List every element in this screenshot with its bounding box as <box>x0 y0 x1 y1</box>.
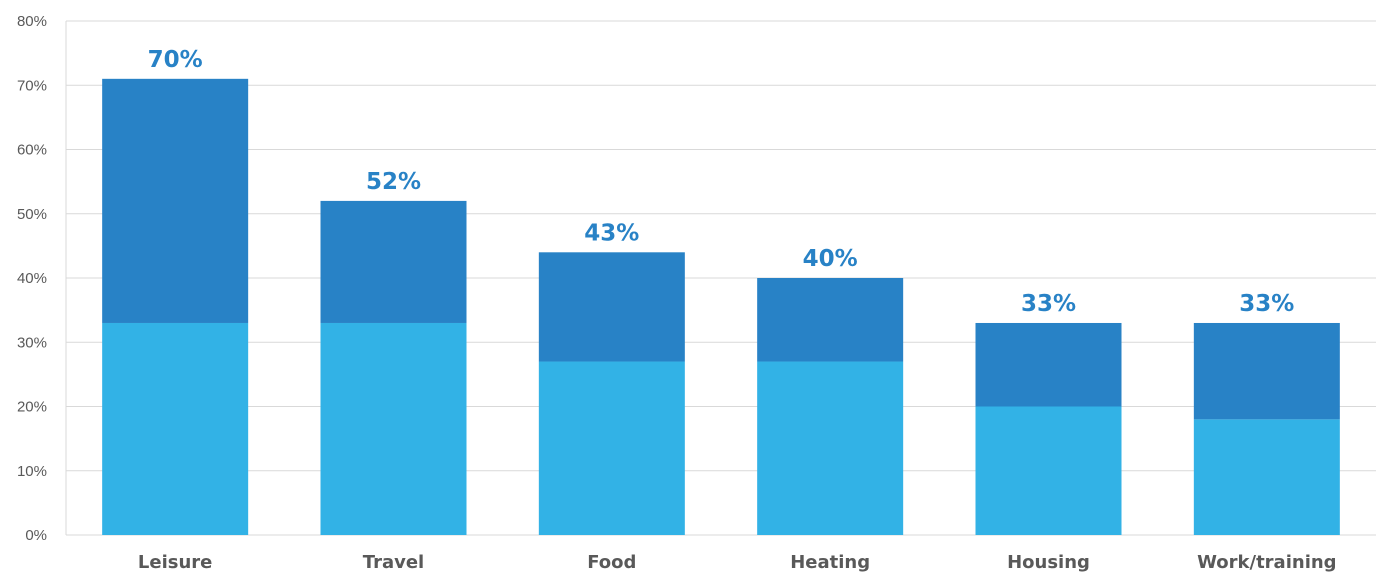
data-label: 70% <box>148 47 203 73</box>
bar-segment-1-travel <box>320 322 467 535</box>
x-tick-label: Food <box>587 552 636 573</box>
bar-segment-2-leisure <box>102 78 249 323</box>
y-tick-label: 40% <box>17 270 47 287</box>
bar-segment-1-food <box>538 361 685 535</box>
y-tick-label: 60% <box>17 142 47 159</box>
data-label: 52% <box>366 169 421 195</box>
gridlines <box>66 20 1376 536</box>
data-labels: 70% 52% 43% 40% 33% 33% <box>148 47 1295 317</box>
y-tick-label: 0% <box>25 527 47 544</box>
y-tick-label: 80% <box>17 13 47 30</box>
data-label: 33% <box>1239 291 1294 317</box>
data-label: 33% <box>1021 291 1076 317</box>
bar-segment-2-food <box>538 252 685 362</box>
x-tick-label: Travel <box>363 552 424 573</box>
y-axis: 0% 10% 20% 30% 40% 50% 60% 70% 80% <box>17 13 67 544</box>
y-tick-label: 70% <box>17 77 47 94</box>
y-tick-label: 30% <box>17 334 47 351</box>
bar-segment-2-work-training <box>1193 322 1340 420</box>
x-tick-label: Heating <box>790 552 870 573</box>
data-label: 40% <box>803 246 858 272</box>
x-tick-label: Leisure <box>138 552 212 573</box>
y-tick-label: 50% <box>17 206 47 223</box>
y-tick-label: 20% <box>17 399 47 416</box>
bar-segment-1-housing <box>975 406 1122 535</box>
x-axis: Leisure Travel Food Heating Housing Work/trai… <box>138 552 1337 573</box>
bar-segment-2-housing <box>975 322 1122 407</box>
y-tick-label: 10% <box>17 463 47 480</box>
bar-segment-1-heating <box>757 361 904 535</box>
data-label: 43% <box>584 220 639 246</box>
bars <box>102 78 1340 535</box>
bar-segment-2-travel <box>320 200 467 323</box>
x-tick-label: Work/training <box>1197 552 1336 573</box>
bar-segment-1-work-training <box>1193 419 1340 535</box>
bar-segment-1-leisure <box>102 322 249 535</box>
bar-segment-2-heating <box>757 278 904 362</box>
x-tick-label: Housing <box>1007 552 1090 573</box>
